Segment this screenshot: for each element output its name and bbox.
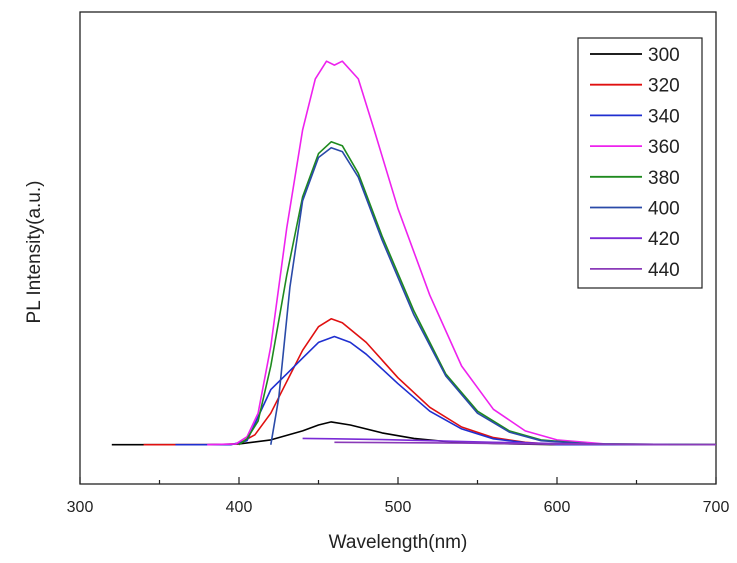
x-axis-title: Wavelength(nm) xyxy=(329,532,468,553)
series-layer xyxy=(111,60,717,446)
legend-label-300: 300 xyxy=(648,45,680,66)
legend-label-320: 320 xyxy=(648,76,680,97)
series-line-380 xyxy=(238,141,717,446)
x-tick-label: 300 xyxy=(67,499,94,516)
legend-label-440: 440 xyxy=(648,260,680,281)
legend-label-340: 340 xyxy=(648,106,680,127)
series-line-340 xyxy=(175,335,716,446)
x-tick-label: 400 xyxy=(226,499,253,516)
series-line-300 xyxy=(111,421,716,446)
x-axis-ticks: 300 400 500 600 700 xyxy=(67,477,730,516)
series-line-400 xyxy=(270,146,717,446)
series-line-440 xyxy=(334,441,717,446)
series-line-320 xyxy=(143,318,716,446)
legend-box xyxy=(577,37,703,289)
legend-label-360: 360 xyxy=(648,137,680,158)
legend-label-380: 380 xyxy=(648,168,680,189)
series-line-360 xyxy=(207,60,717,446)
legend-label-420: 420 xyxy=(648,229,680,250)
legend: 300 320 340 360 380 400 420 440 xyxy=(577,37,703,289)
y-axis-title: PL Intensity(a.u.) xyxy=(24,181,45,324)
x-tick-label: 600 xyxy=(544,499,571,516)
legend-label-400: 400 xyxy=(648,199,680,220)
x-tick-label: 500 xyxy=(385,499,412,516)
x-tick-label: 700 xyxy=(703,499,730,516)
